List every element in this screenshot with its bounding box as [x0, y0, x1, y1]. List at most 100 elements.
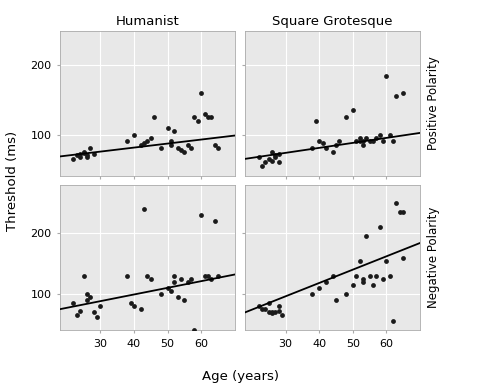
Point [167, 288, 175, 294]
Point [275, 151, 283, 157]
Point [83, 297, 91, 303]
Point [356, 135, 364, 141]
Point [359, 276, 367, 282]
Point [76, 151, 84, 157]
Point [262, 306, 270, 312]
Point [322, 146, 330, 152]
Point [262, 159, 270, 166]
Point [254, 303, 262, 309]
Point [170, 128, 178, 134]
Point [150, 114, 158, 120]
Point [73, 152, 81, 159]
Point [164, 285, 172, 291]
Point [174, 294, 182, 300]
Point [376, 131, 384, 137]
Point [187, 146, 195, 152]
Point [76, 154, 84, 160]
Point [359, 138, 367, 144]
Point [140, 140, 148, 146]
Point [312, 118, 320, 124]
Point [126, 300, 134, 306]
Point [372, 135, 380, 141]
Point [332, 142, 340, 148]
Point [389, 318, 397, 324]
Point [275, 308, 283, 314]
Point [180, 297, 188, 303]
Point [322, 279, 330, 285]
Point [369, 282, 377, 288]
Point [90, 151, 98, 157]
Point [96, 303, 104, 309]
Point [389, 138, 397, 144]
Point [399, 90, 407, 96]
Point [272, 309, 280, 315]
Point [86, 294, 94, 300]
Point [187, 276, 195, 282]
Point [167, 142, 175, 148]
Point [342, 291, 350, 297]
Point [86, 146, 94, 152]
Point [308, 146, 316, 152]
Point [396, 209, 404, 215]
Point [342, 114, 350, 120]
Point [318, 140, 326, 146]
Point [265, 156, 273, 162]
Point [194, 118, 202, 124]
Point [184, 279, 192, 285]
Point [146, 135, 154, 141]
Point [265, 309, 273, 315]
Text: Age (years): Age (years) [202, 370, 278, 383]
Title: Humanist: Humanist [116, 15, 180, 28]
Point [379, 138, 387, 144]
Text: Negative Polarity: Negative Polarity [427, 207, 440, 308]
Point [204, 114, 212, 120]
Point [210, 142, 218, 148]
Point [210, 218, 218, 224]
Point [336, 138, 344, 144]
Point [268, 310, 276, 316]
Point [157, 291, 165, 297]
Point [328, 149, 336, 155]
Point [268, 158, 276, 164]
Point [308, 291, 316, 297]
Point [177, 276, 185, 282]
Point [386, 273, 394, 279]
Point [392, 93, 400, 99]
Point [197, 90, 205, 96]
Point [157, 146, 165, 152]
Point [382, 258, 390, 264]
Point [366, 138, 374, 144]
Point [376, 224, 384, 230]
Point [144, 273, 152, 279]
Point [272, 154, 280, 160]
Point [146, 276, 154, 282]
Point [265, 300, 273, 306]
Point [200, 273, 208, 279]
Point [130, 303, 138, 309]
Point [328, 273, 336, 279]
Point [214, 273, 222, 279]
Point [170, 273, 178, 279]
Point [73, 312, 81, 318]
Point [136, 306, 144, 312]
Point [130, 131, 138, 137]
Point [200, 111, 208, 117]
Point [275, 303, 283, 309]
Point [90, 309, 98, 315]
Point [170, 279, 178, 285]
Point [379, 276, 387, 282]
Point [197, 212, 205, 218]
Point [80, 273, 88, 279]
Point [83, 291, 91, 297]
Title: Square Grotesque: Square Grotesque [272, 15, 393, 28]
Point [207, 276, 215, 282]
Point [83, 152, 91, 158]
Point [359, 142, 367, 148]
Point [362, 135, 370, 141]
Point [369, 138, 377, 144]
Point [83, 154, 91, 160]
Point [123, 273, 131, 279]
Point [275, 159, 283, 166]
Point [190, 114, 198, 120]
Point [123, 138, 131, 144]
